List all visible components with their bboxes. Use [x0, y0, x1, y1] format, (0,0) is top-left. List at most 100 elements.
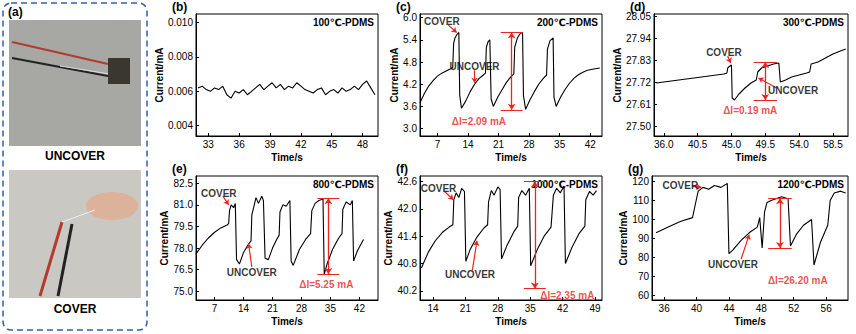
svg-text:82.5: 82.5: [174, 178, 194, 189]
svg-text:UNCOVER: UNCOVER: [450, 61, 501, 72]
svg-text:21: 21: [493, 139, 505, 150]
svg-text:41.4: 41.4: [398, 231, 418, 242]
svg-text:81.0: 81.0: [174, 199, 194, 210]
svg-text:ΔI=0.19 mA: ΔI=0.19 mA: [723, 105, 777, 116]
svg-text:76.5: 76.5: [174, 264, 194, 275]
svg-text:70: 70: [638, 271, 650, 282]
svg-text:3.6: 3.6: [403, 101, 417, 112]
svg-text:Time/s: Time/s: [495, 152, 527, 163]
svg-text:36.0: 36.0: [654, 139, 674, 150]
svg-text:42: 42: [557, 303, 569, 314]
svg-text:49.5: 49.5: [756, 139, 776, 150]
svg-text:1200℃-PDMS: 1200℃-PDMS: [777, 179, 844, 190]
svg-text:110: 110: [633, 195, 649, 206]
svg-text:Current/mA: Current/mA: [383, 210, 394, 265]
svg-text:4.8: 4.8: [403, 57, 417, 68]
svg-text:4.2: 4.2: [403, 79, 417, 90]
svg-text:48: 48: [756, 303, 768, 314]
svg-text:27.94: 27.94: [626, 33, 651, 44]
svg-text:0.008: 0.008: [168, 51, 193, 62]
svg-text:48: 48: [357, 139, 369, 150]
svg-text:COVER: COVER: [201, 188, 237, 199]
svg-text:27.50: 27.50: [626, 121, 651, 132]
svg-text:Time/s: Time/s: [271, 316, 303, 327]
svg-text:0.004: 0.004: [168, 120, 193, 131]
svg-text:COVER: COVER: [424, 16, 460, 27]
svg-text:Time/s: Time/s: [271, 152, 303, 163]
svg-text:300℃-PDMS: 300℃-PDMS: [783, 17, 844, 28]
svg-text:56: 56: [821, 303, 833, 314]
svg-text:(e): (e): [172, 162, 187, 176]
svg-text:35: 35: [525, 303, 537, 314]
svg-text:40: 40: [691, 303, 703, 314]
svg-text:36: 36: [659, 303, 671, 314]
svg-text:27.61: 27.61: [626, 99, 651, 110]
svg-text:ΔI=5.25 mA: ΔI=5.25 mA: [299, 279, 353, 290]
svg-text:14: 14: [462, 139, 474, 150]
svg-text:28: 28: [492, 303, 504, 314]
svg-text:UNCOVER: UNCOVER: [45, 149, 105, 163]
svg-text:42.6: 42.6: [398, 176, 418, 187]
svg-text:44: 44: [723, 303, 735, 314]
svg-text:Current/mA: Current/mA: [618, 210, 629, 265]
svg-text:58.5: 58.5: [823, 139, 843, 150]
svg-text:28: 28: [296, 303, 308, 314]
svg-text:27.72: 27.72: [626, 77, 651, 88]
svg-text:14: 14: [238, 303, 250, 314]
svg-text:UNCOVER: UNCOVER: [445, 269, 496, 280]
svg-text:35: 35: [325, 303, 337, 314]
svg-text:Time/s: Time/s: [735, 152, 767, 163]
svg-text:UNCOVER: UNCOVER: [768, 85, 819, 96]
svg-text:ΔI=2.09 mA: ΔI=2.09 mA: [452, 116, 506, 127]
svg-text:14: 14: [427, 303, 439, 314]
svg-text:35: 35: [554, 139, 566, 150]
svg-text:0.006: 0.006: [168, 86, 193, 97]
svg-text:(a): (a): [8, 5, 23, 19]
svg-text:21: 21: [460, 303, 472, 314]
svg-text:28.05: 28.05: [626, 11, 651, 22]
svg-text:42: 42: [295, 139, 307, 150]
svg-text:49: 49: [589, 303, 601, 314]
svg-text:75.0: 75.0: [174, 286, 194, 297]
svg-text:45: 45: [326, 139, 338, 150]
svg-text:5.4: 5.4: [403, 34, 417, 45]
svg-text:21: 21: [267, 303, 279, 314]
svg-text:7: 7: [212, 303, 218, 314]
svg-text:42.0: 42.0: [398, 203, 418, 214]
svg-text:33: 33: [203, 139, 215, 150]
svg-text:(f): (f): [396, 162, 408, 176]
svg-text:100℃-PDMS: 100℃-PDMS: [313, 17, 374, 28]
svg-text:80: 80: [638, 252, 650, 263]
svg-text:3.0: 3.0: [403, 123, 417, 134]
svg-text:52: 52: [788, 303, 800, 314]
svg-text:(g): (g): [628, 162, 643, 176]
svg-text:54.0: 54.0: [789, 139, 809, 150]
svg-text:40.2: 40.2: [398, 285, 418, 296]
svg-text:0.010: 0.010: [168, 17, 193, 28]
svg-text:1000℃-PDMS: 1000℃-PDMS: [531, 179, 598, 190]
svg-text:42: 42: [354, 303, 366, 314]
svg-text:Current/mA: Current/mA: [154, 47, 165, 102]
svg-text:100: 100: [632, 214, 649, 225]
svg-text:Current/mA: Current/mA: [159, 210, 170, 265]
svg-text:ΔI=26.20 mA: ΔI=26.20 mA: [768, 275, 828, 286]
svg-text:28: 28: [524, 139, 536, 150]
svg-text:UNCOVER: UNCOVER: [227, 267, 278, 278]
svg-text:(b): (b): [172, 0, 187, 14]
svg-text:Time/s: Time/s: [495, 316, 527, 327]
svg-text:36: 36: [234, 139, 246, 150]
svg-text:COVER: COVER: [421, 183, 457, 194]
svg-text:90: 90: [638, 233, 650, 244]
svg-text:Current/mA: Current/mA: [612, 47, 623, 102]
svg-text:7: 7: [435, 139, 441, 150]
svg-text:60: 60: [638, 290, 650, 301]
svg-text:800℃-PDMS: 800℃-PDMS: [313, 179, 374, 190]
svg-text:COVER: COVER: [663, 180, 699, 191]
svg-text:42: 42: [585, 139, 597, 150]
svg-text:COVER: COVER: [706, 47, 742, 58]
svg-text:6.0: 6.0: [403, 12, 417, 23]
svg-text:COVER: COVER: [54, 302, 97, 316]
svg-text:ΔI=2.35 mA: ΔI=2.35 mA: [540, 290, 594, 301]
svg-text:Current/mA: Current/mA: [389, 47, 400, 102]
svg-text:UNCOVER: UNCOVER: [708, 259, 759, 270]
